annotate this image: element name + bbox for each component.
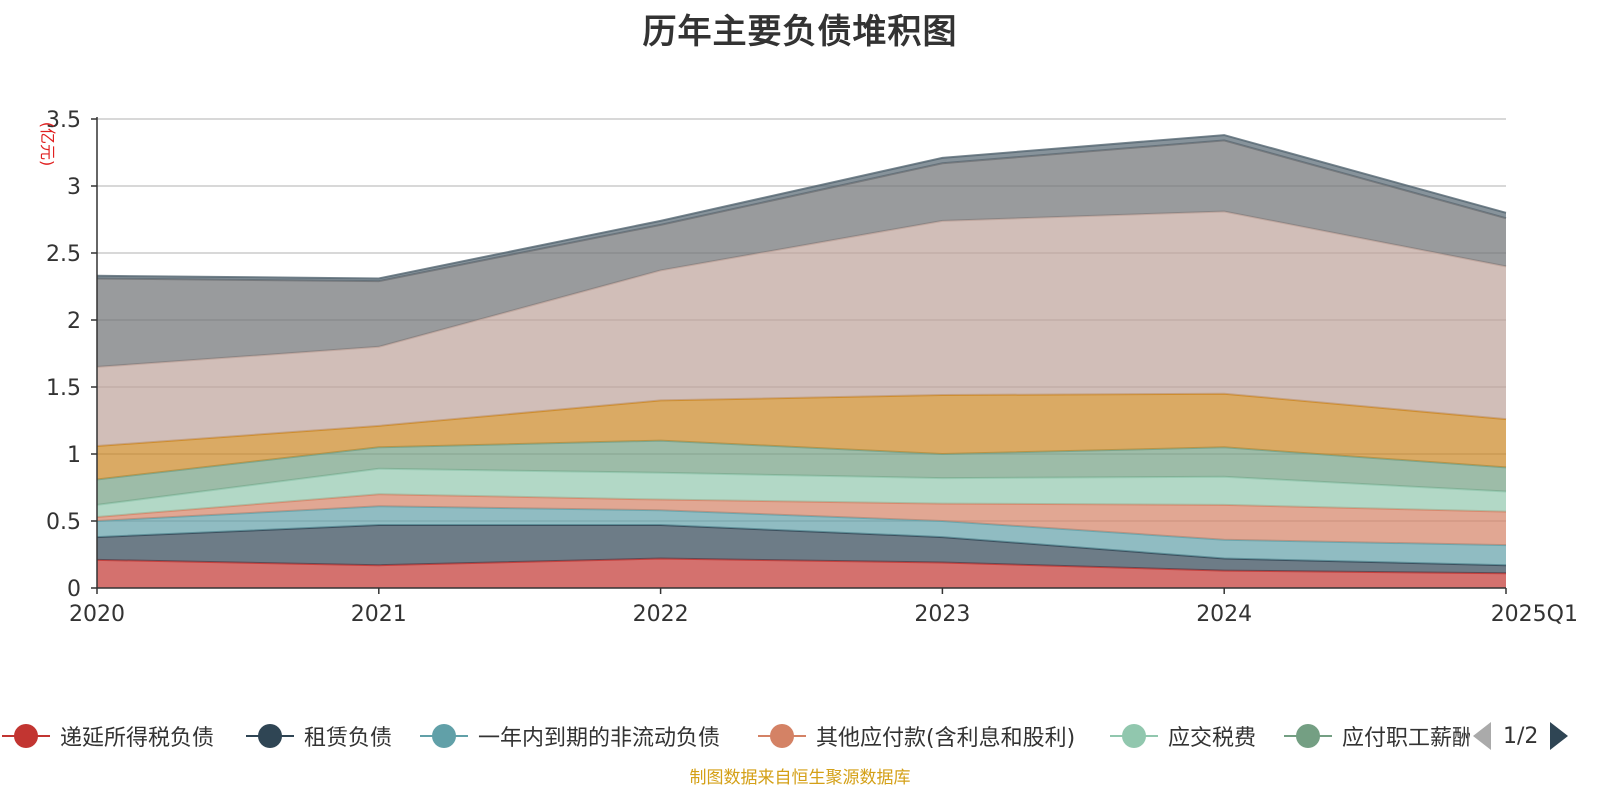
legend-prev-page-icon[interactable] bbox=[1473, 722, 1491, 750]
source-note: 制图数据来自恒生聚源数据库 bbox=[689, 768, 911, 788]
legend-marker-icon bbox=[758, 724, 806, 748]
area-series-2 bbox=[97, 506, 1506, 566]
legend-label: 一年内到期的非流动负债 bbox=[478, 726, 721, 751]
area-series-4 bbox=[97, 468, 1506, 517]
area-series-1 bbox=[97, 525, 1506, 574]
y-tick-label: 2 bbox=[67, 309, 81, 334]
legend-label: 其他应付款(含利息和股利) bbox=[816, 726, 1076, 751]
legend-page-indicator: 1/2 bbox=[1503, 723, 1539, 749]
legend-marker-icon bbox=[2, 724, 50, 748]
legend-label: 递延所得税负债 bbox=[60, 726, 215, 751]
legend-pager: 1/2 bbox=[1470, 716, 1600, 756]
area-series-3 bbox=[97, 494, 1506, 546]
area-series-0 bbox=[97, 558, 1506, 588]
x-tick-label: 2020 bbox=[69, 602, 125, 627]
y-tick-label: 1 bbox=[67, 443, 81, 468]
y-tick-label: 3.5 bbox=[46, 108, 81, 133]
legend-label: 租赁负债 bbox=[304, 726, 393, 751]
area-series-5 bbox=[97, 440, 1506, 505]
y-axis-unit-label: (亿元) bbox=[38, 122, 57, 167]
x-tick-label: 2023 bbox=[914, 602, 970, 627]
y-tick-label: 2.5 bbox=[46, 242, 81, 267]
legend-item[interactable]: 租赁负债 bbox=[246, 718, 392, 754]
stacked-areas bbox=[96, 134, 1507, 588]
x-tick-label: 2024 bbox=[1196, 602, 1252, 627]
area-line-9 bbox=[96, 134, 1507, 280]
legend-marker-icon bbox=[1110, 724, 1158, 748]
legend-next-page-icon[interactable] bbox=[1550, 722, 1569, 750]
y-tick-label: 0.5 bbox=[46, 510, 81, 535]
legend-label: 应交税费 bbox=[1168, 726, 1257, 751]
area-series-7 bbox=[97, 211, 1506, 446]
area-series-8 bbox=[97, 140, 1506, 367]
legend-item[interactable]: 其他应付款(含利息和股利) bbox=[758, 718, 1075, 754]
y-tick-label: 0 bbox=[67, 577, 81, 602]
chart-title: 历年主要负债堆积图 bbox=[642, 12, 958, 52]
x-tick-label: 2025Q1 bbox=[1491, 602, 1578, 627]
x-tick-label: 2022 bbox=[633, 602, 689, 627]
legend: 递延所得税负债 租赁负债 一年内到期的非流动负债 其他应付款(含利息和股利) 应交税费 应… bbox=[0, 718, 1600, 754]
legend-marker-icon bbox=[246, 724, 294, 748]
y-tick-label: 1.5 bbox=[46, 376, 81, 401]
legend-item[interactable]: 应交税费 bbox=[1110, 718, 1256, 754]
legend-item[interactable]: 应付职工薪酬 bbox=[1284, 718, 1474, 754]
legend-item[interactable]: 一年内到期的非流动负债 bbox=[420, 718, 720, 754]
area-series-6 bbox=[97, 393, 1506, 480]
legend-marker-icon bbox=[1284, 724, 1332, 748]
legend-marker-icon bbox=[420, 724, 468, 748]
axes: 0 0.5 1 1.5 2 2.5 3 3.5 2020 2021 2022 2023 2024 2025… bbox=[46, 108, 1578, 627]
legend-label: 应付职工薪酬 bbox=[1342, 726, 1475, 751]
x-tick-label: 2021 bbox=[351, 602, 407, 627]
legend-item[interactable]: 递延所得税负债 bbox=[2, 718, 214, 754]
y-tick-label: 3 bbox=[67, 175, 81, 200]
